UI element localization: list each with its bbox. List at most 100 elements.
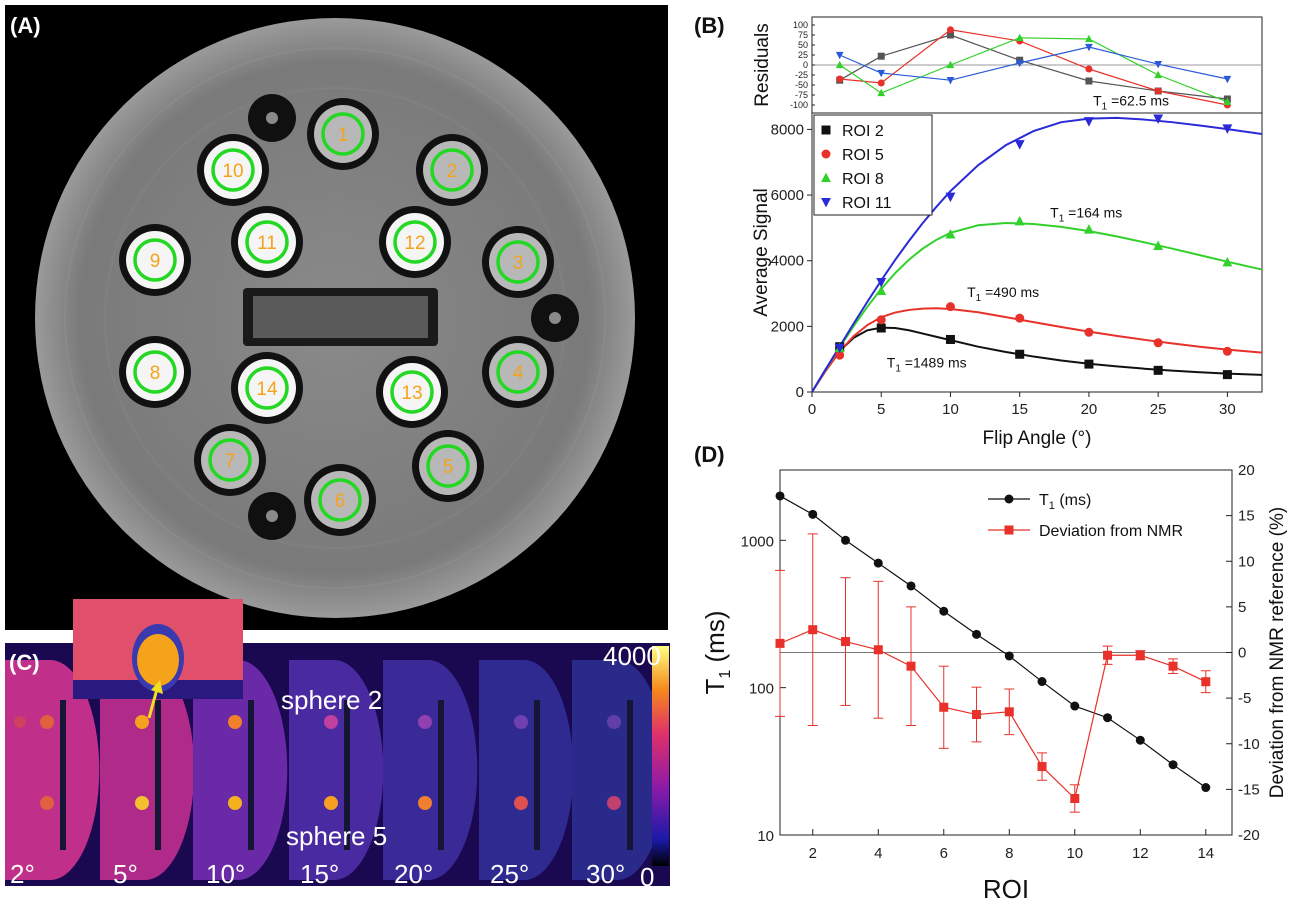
t1-ytick-right-label: 15: [1238, 508, 1255, 525]
t1-deviation-chart: 2 4 6 8 10 12 14 10 100 1000 20 15 10 5 0 -5 -10 -15 -20 RO…: [700, 462, 1288, 904]
deviation-legend-marker: [1004, 525, 1014, 535]
t1-ylabel-left-sub: 1: [717, 670, 734, 679]
signal-frame: [811, 112, 1263, 393]
signal-point: [1153, 240, 1164, 250]
t1-ylabel-right: Deviation from NMR reference (%): [1267, 507, 1288, 798]
angle-label: 2°: [10, 859, 35, 889]
colorbar-min-label: 0: [640, 862, 654, 892]
t1-point: [1037, 677, 1047, 687]
deviation-series-line: [779, 629, 1207, 800]
t1-ytick-right-label: -20: [1238, 827, 1260, 844]
t1-xtick-label: 10: [1066, 845, 1083, 862]
signal-point: [945, 192, 956, 203]
residual-point: [1154, 61, 1163, 69]
residual-point: [946, 26, 954, 34]
signal-point: [876, 323, 886, 333]
slice-stripe: [534, 700, 540, 850]
slice-spot: [14, 716, 26, 728]
roi-number: 12: [404, 233, 425, 254]
sphere-5-spot: [607, 796, 621, 810]
sphere-2-spot: [418, 715, 432, 729]
roi-number: 7: [225, 451, 236, 472]
signal-point: [945, 334, 955, 344]
roi-number: 1: [338, 125, 349, 146]
residuals-tick-label: 100: [793, 20, 808, 30]
sphere-2-spot: [40, 715, 54, 729]
signal-point: [1014, 215, 1025, 226]
signal-ylabel: Average Signal: [751, 188, 772, 317]
t1-annotation-value: =164 ms: [1064, 204, 1122, 220]
signal-fit-curve: [811, 326, 1263, 393]
signal-point: [1153, 365, 1163, 375]
signal-point: [1084, 359, 1094, 369]
flip-slice: [193, 660, 288, 880]
residual-point: [1223, 97, 1232, 105]
t1-legend: T1 (ms) Deviation from NMR: [988, 492, 1183, 540]
roi-circle: [133, 350, 177, 394]
residual-point: [1085, 34, 1093, 43]
sphere-5-spot: [514, 796, 528, 810]
signal-xtick-label: 30: [1219, 401, 1236, 418]
panel-b-label: (B): [694, 13, 725, 38]
t1-ytick-left-label: 100: [749, 681, 774, 698]
roi-circle: [133, 238, 177, 282]
t1-point: [1103, 713, 1113, 723]
slice-stripe: [438, 700, 444, 850]
panel-c: (C) sphere 2 sphere 5 4000 0 2° 5° 10° 15° 2…: [5, 599, 670, 892]
roi-number: 11: [257, 233, 277, 254]
signal-legend-marker: [821, 197, 831, 208]
signal-xtick-label: 25: [1150, 401, 1167, 418]
signal-xtick-label: 0: [808, 401, 816, 418]
roi-number: 3: [513, 253, 524, 274]
t1-ylabel-left: T1 (ms): [700, 611, 734, 695]
t1-point: [1201, 783, 1211, 793]
t1-ytick-right-label: 5: [1238, 599, 1246, 616]
signal-point: [876, 315, 886, 325]
angle-label: 30°: [586, 859, 625, 889]
deviation-point: [1070, 794, 1080, 803]
signal-point: [834, 343, 845, 354]
t1-ytick-right-label: 10: [1238, 553, 1255, 570]
t1-legend-label: T1 (ms): [1039, 492, 1091, 512]
panel-d: (D) 2 4 6 8 10 12 14 10 100 1000 20 15 10 5 0 -5 -10 -15 -…: [694, 442, 1288, 904]
residuals-tick-label: -25: [795, 70, 808, 80]
t1-ytick-left-label: 1000: [741, 533, 774, 550]
roi-circle: [430, 148, 474, 192]
t1-point: [1004, 651, 1014, 661]
t1-point: [873, 558, 883, 568]
angle-label: 5°: [113, 859, 138, 889]
t1-annotation-sub: 1: [1102, 101, 1108, 112]
t1-annotation-value: =62.5 ms: [1107, 92, 1169, 108]
t1-annotation-value: =490 ms: [981, 284, 1039, 300]
deviation-point: [1103, 650, 1113, 660]
phantom-center-inner: [253, 296, 428, 338]
residual-point: [1085, 65, 1093, 73]
residual-point: [946, 31, 954, 39]
roi-circle: [211, 148, 255, 192]
signal-legend: ROI 2 ROI 5 ROI 8 ROI 11: [813, 114, 933, 216]
residuals-tick-label: 0: [803, 60, 808, 70]
roi-circle: [245, 366, 289, 410]
roi-number: 13: [401, 383, 422, 404]
roi-circle: [426, 444, 470, 488]
signal-chart: 0 5 10 15 20 25 30 0 2000 4000 6000 8000 Flip Angle …: [751, 92, 1263, 449]
slice-stripe: [248, 700, 254, 850]
signal-ytick-label: 8000: [771, 121, 804, 138]
phantom-ring: [64, 47, 606, 589]
sphere-2-label: sphere 2: [281, 685, 382, 715]
t1-point: [808, 509, 818, 519]
residual-point: [1154, 70, 1163, 79]
signal-fit-curve: [811, 221, 1263, 393]
t1-point: [939, 606, 949, 616]
deviation-point: [873, 645, 883, 655]
t1-ylabel-left-t: T: [700, 679, 730, 695]
slice-stripe: [627, 700, 633, 850]
signal-legend-label: ROI 5: [842, 147, 884, 164]
signal-point: [1014, 140, 1025, 150]
t1-legend-t: T: [1039, 492, 1049, 509]
t1-point: [906, 581, 916, 591]
signal-point: [945, 229, 956, 239]
angle-label: 15°: [300, 859, 339, 889]
slice-stripe: [344, 700, 350, 850]
